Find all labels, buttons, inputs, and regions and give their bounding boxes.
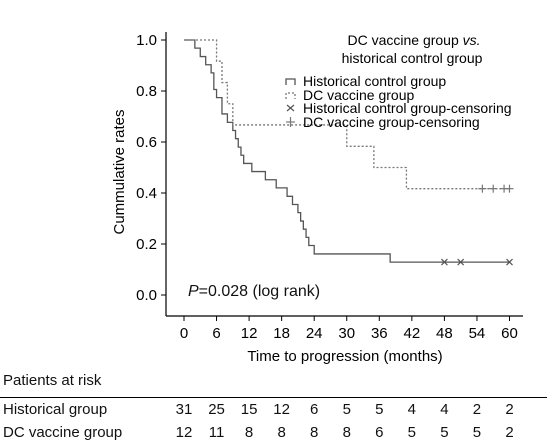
legend-label: Historical control group-censoring (303, 100, 512, 116)
risk-value: 8 (310, 424, 319, 441)
y-tick-label: 0.2 (136, 236, 157, 253)
risk-value: 5 (440, 424, 449, 441)
risk-value: 4 (440, 401, 449, 418)
risk-row-label: Historical group (3, 401, 108, 418)
risk-value: 31 (175, 401, 193, 418)
risk-value: 2 (505, 424, 514, 441)
legend-dc-censor-symbol (286, 117, 295, 127)
risk-value: 5 (342, 401, 351, 418)
risk-value: 5 (375, 401, 384, 418)
x-tick-label: 12 (241, 325, 258, 342)
dc-censor-mark (489, 184, 498, 193)
x-tick-label: 48 (436, 325, 453, 342)
dc-censor-mark (478, 184, 487, 193)
x-tick-label: 42 (404, 325, 421, 342)
x-tick-label: 30 (338, 325, 355, 342)
risk-value: 4 (407, 401, 417, 418)
historical-censor-mark (440, 258, 448, 266)
historical-curve (184, 39, 510, 263)
risk-value: 11 (208, 424, 225, 441)
risk-value: 8 (277, 424, 286, 441)
x-tick-label: 54 (469, 325, 486, 342)
risk-table-divider (0, 397, 547, 398)
risk-value: 8 (244, 424, 254, 441)
p-value-annotation: P=0.028 (log rank) (188, 283, 321, 300)
legend-historical-censor-symbol (286, 104, 295, 112)
x-tick-label: 0 (180, 325, 188, 342)
x-axis-label: Time to progression (months) (247, 348, 442, 365)
km-chart: 0.0 0.2 0.4 0.6 0.8 1.0 0 6 12 18 24 30 36 42 48 54 60 H… (111, 32, 523, 365)
y-tick-label: 0.4 (136, 185, 157, 202)
y-tick-label: 0.0 (136, 287, 157, 304)
risk-value: 15 (240, 401, 258, 418)
risk-value: 5 (407, 424, 417, 441)
risk-value: 5 (472, 424, 482, 441)
risk-row-label: DC vaccine group (3, 424, 123, 441)
dc-censor-mark (505, 184, 514, 193)
risk-value: 12 (273, 401, 290, 418)
chart-title-line2: historical control group (342, 50, 483, 66)
y-tick-label: 0.6 (136, 134, 157, 151)
x-tick-label: 18 (273, 325, 290, 342)
axes: 0.0 0.2 0.4 0.6 0.8 1.0 0 6 12 18 24 30 36 42 48 54 60 (136, 32, 523, 342)
x-tick-label: 36 (371, 325, 388, 342)
legend-label: Historical control group (303, 73, 446, 89)
legend-label: DC vaccine group-censoring (303, 114, 480, 130)
y-tick-label: 0.8 (136, 83, 157, 100)
risk-value: 2 (472, 401, 482, 418)
chart-title-line1: DC vaccine group vs. (347, 32, 480, 48)
x-tick-label: 60 (501, 325, 518, 342)
risk-value: 6 (375, 424, 384, 441)
x-tick-label: 6 (212, 325, 220, 342)
risk-value: 12 (175, 424, 193, 441)
risk-value: 8 (342, 424, 351, 441)
historical-censor-mark (506, 258, 513, 266)
legend-historical-symbol (285, 78, 296, 85)
historical-censor-mark (457, 258, 465, 266)
legend-label: DC vaccine group (303, 87, 414, 103)
x-tick-label: 24 (306, 325, 323, 342)
dc-vaccine-curve (184, 39, 510, 190)
risk-value: 2 (505, 401, 514, 418)
series-layer (184, 39, 514, 266)
y-axis-label: Cummulative rates (111, 109, 128, 234)
legend-dc-symbol (285, 92, 296, 99)
risk-value: 6 (310, 401, 319, 418)
y-tick-label: 1.0 (136, 32, 157, 49)
risk-value: 25 (208, 401, 225, 418)
risk-table-title: Patients at risk (3, 372, 102, 389)
